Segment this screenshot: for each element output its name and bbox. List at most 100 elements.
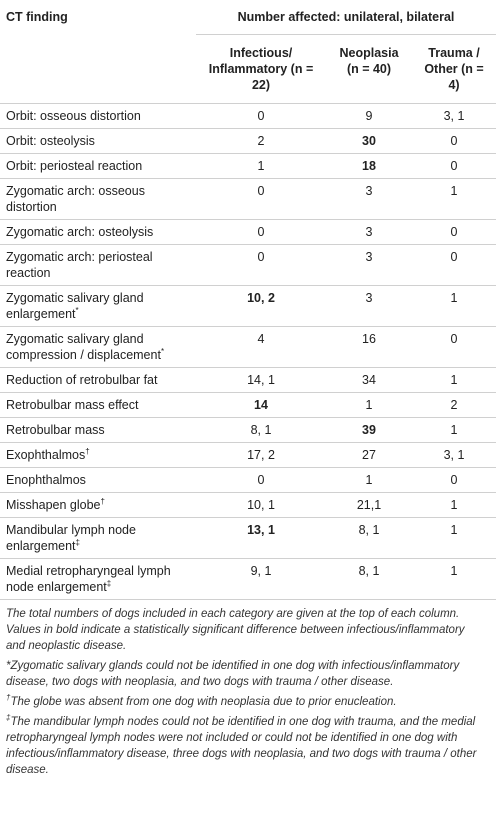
cell: 4 xyxy=(196,326,326,368)
footnote-mark: † xyxy=(85,446,90,456)
cell-value: 3 xyxy=(365,250,373,264)
cell-value: 3 xyxy=(365,184,373,198)
cell: 8, 1 xyxy=(326,558,412,600)
row-label: Orbit: periosteal reaction xyxy=(0,153,196,179)
row-label: Mandibular lymph node enlargement‡ xyxy=(0,517,196,559)
row-label: Orbit: osteolysis xyxy=(0,128,196,154)
table-row: Orbit: periosteal reaction 1 18 0 xyxy=(0,153,496,179)
table-row: Mandibular lymph node enlargement‡ 13, 1 8… xyxy=(0,517,496,559)
footnote-mark: † xyxy=(6,693,11,703)
cell-value: 2 xyxy=(257,134,265,148)
footnote-text: The total numbers of dogs included in ea… xyxy=(6,608,465,652)
cell: 2 xyxy=(412,392,496,418)
cell-value: 13, 1 xyxy=(247,523,275,537)
cell-value: 0 xyxy=(450,473,458,487)
footnotes: The total numbers of dogs included in ea… xyxy=(0,600,494,778)
footnote: ‡The mandibular lymph nodes could not be… xyxy=(6,714,486,778)
cell-value: 1 xyxy=(450,498,458,512)
cell-value: 27 xyxy=(362,448,376,462)
cell-value: 30 xyxy=(362,134,376,148)
cell-value: 0 xyxy=(450,134,458,148)
cell: 30 xyxy=(326,128,412,154)
cell: 0 xyxy=(412,128,496,154)
cell-value: 0 xyxy=(450,332,458,346)
footnote-mark: * xyxy=(160,346,165,356)
cell-value: 4 xyxy=(257,332,265,346)
cell-value: 9 xyxy=(365,109,373,123)
cell: 0 xyxy=(412,219,496,245)
column-header: CT finding xyxy=(0,0,196,104)
cell: 10, 2 xyxy=(196,285,326,327)
label-text: Zygomatic salivary gland enlargement xyxy=(6,291,144,321)
cell: 1 xyxy=(412,558,496,600)
table-row: Zygomatic arch: osteolysis 0 3 0 xyxy=(0,219,496,245)
label-text: Orbit: periosteal reaction xyxy=(6,159,143,173)
cell: 0 xyxy=(412,326,496,368)
table-row: Enophthalmos 0 1 0 xyxy=(0,467,496,493)
cell-value: 2 xyxy=(450,398,458,412)
cell: 39 xyxy=(326,417,412,443)
cell: 1 xyxy=(412,417,496,443)
table-row: Misshapen globe† 10, 1 21,1 1 xyxy=(0,492,496,518)
label-text: Orbit: osseous distortion xyxy=(6,109,141,123)
cell: 0 xyxy=(196,467,326,493)
cell: 3 xyxy=(326,285,412,327)
label-text: Exophthalmos xyxy=(6,448,86,462)
group-header: Number affected: unilateral, bilateral xyxy=(196,0,496,35)
footnote-text: The mandibular lymph nodes could not be … xyxy=(6,716,477,776)
cell-value: 18 xyxy=(362,159,376,173)
cell-value: 1 xyxy=(450,184,458,198)
footnote-text: Zygomatic salivary glands could not be i… xyxy=(6,660,460,688)
label-text: Zygomatic arch: osteolysis xyxy=(6,225,154,239)
label-text: Retrobulbar mass effect xyxy=(6,398,139,412)
label-text: Orbit: osteolysis xyxy=(6,134,95,148)
cell: 1 xyxy=(412,178,496,220)
table-row: Orbit: osseous distortion 0 9 3, 1 xyxy=(0,103,496,129)
footnote: The total numbers of dogs included in ea… xyxy=(6,606,486,654)
header-row: CT finding Number affected: unilateral, … xyxy=(0,0,496,104)
table-row: Zygomatic salivary gland enlargement* 10,… xyxy=(0,285,496,327)
table-row: Retrobulbar mass effect 14 1 2 xyxy=(0,392,496,418)
cell: 1 xyxy=(412,285,496,327)
row-label: Enophthalmos xyxy=(0,467,196,493)
cell: 8, 1 xyxy=(326,517,412,559)
table-row: Zygomatic arch: periosteal reaction 0 3 0 xyxy=(0,244,496,286)
cell: 1 xyxy=(412,367,496,393)
label-text: Retrobulbar mass xyxy=(6,423,105,437)
table-row: Exophthalmos† 17, 2 27 3, 1 xyxy=(0,442,496,468)
cell: 13, 1 xyxy=(196,517,326,559)
row-label: Zygomatic arch: osseous distortion xyxy=(0,178,196,220)
cell: 3 xyxy=(326,178,412,220)
cell-value: 0 xyxy=(450,225,458,239)
cell: 0 xyxy=(412,153,496,179)
cell-value: 1 xyxy=(257,159,265,173)
cell: 0 xyxy=(196,219,326,245)
cell: 18 xyxy=(326,153,412,179)
label-text: Zygomatic arch: periosteal reaction xyxy=(6,250,153,280)
cell: 3 xyxy=(326,244,412,286)
cell-value: 8, 1 xyxy=(250,423,272,437)
cell-value: 14 xyxy=(254,398,268,412)
cell: 0 xyxy=(196,103,326,129)
cell: 9 xyxy=(326,103,412,129)
cell-value: 14, 1 xyxy=(247,373,275,387)
label-text: Enophthalmos xyxy=(6,473,86,487)
cell-value: 8, 1 xyxy=(358,564,380,578)
cell-value: 0 xyxy=(257,109,265,123)
footnote-mark: ‡ xyxy=(106,578,112,588)
cell-value: 1 xyxy=(450,291,458,305)
table-row: Zygomatic salivary gland compression / d… xyxy=(0,326,496,368)
cell-value: 0 xyxy=(450,250,458,264)
cell-value: 1 xyxy=(450,423,458,437)
cell: 3 xyxy=(326,219,412,245)
cell: 1 xyxy=(412,517,496,559)
cell-value: 21,1 xyxy=(356,498,382,512)
row-label: Misshapen globe† xyxy=(0,492,196,518)
footnote-mark: † xyxy=(100,496,105,506)
cell-value: 0 xyxy=(450,159,458,173)
cell: 34 xyxy=(326,367,412,393)
label-text: Reduction of retrobulbar fat xyxy=(6,373,158,387)
cell-value: 1 xyxy=(450,523,458,537)
column-header: Neoplasia (n = 40) xyxy=(326,34,412,104)
